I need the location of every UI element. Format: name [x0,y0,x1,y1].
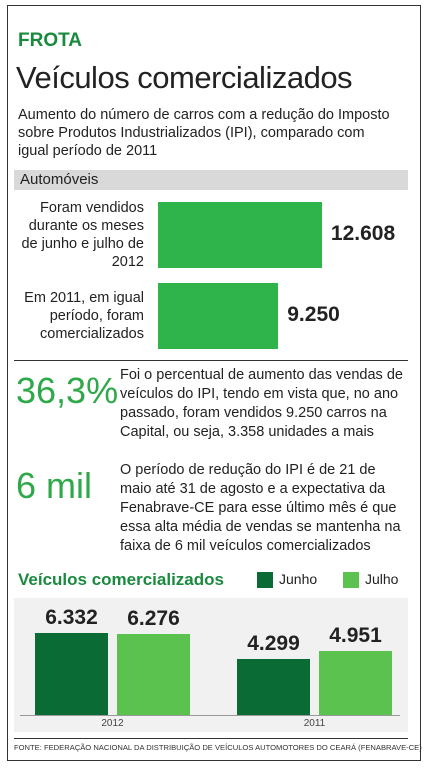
legend-label: Julho [365,571,399,587]
kicker: FROTA [18,30,83,51]
x-tick-label: 2012 [101,718,124,729]
subtitle: Aumento do número de carros com a reduçã… [18,107,390,159]
separator [14,738,408,739]
chart-title: Veículos comercializados [18,570,224,589]
title: Veículos comercializados [16,60,353,95]
stat-text: Foi o percentual de aumento das vendas d… [120,367,403,440]
value-label: 9.250 [287,303,340,326]
separator [14,360,408,361]
baseline [20,715,400,716]
bar-label: Foram vendidos durante os meses de junho… [21,200,144,270]
source: FONTE: FEDERAÇÃO NACIONAL DA DISTRIBUIÇÃ… [14,743,422,752]
bar [158,283,279,349]
bar [319,650,392,715]
legend-swatch [257,572,273,588]
x-tick-label: 2011 [303,718,326,729]
value-label: 4.951 [329,623,382,647]
legend-label: Junho [279,571,318,587]
bar-label: Em 2011, em igual período, foram comerci… [24,290,144,342]
bar [237,659,310,715]
bar [158,202,322,268]
legend-swatch [343,572,359,588]
stat-figure: 36,3% [16,370,119,411]
frame [7,5,421,761]
value-label: 12.608 [330,222,396,245]
value-label: 6.276 [127,606,180,630]
stat-text: O período de redução do IPI é de 21 de m… [120,462,401,554]
bar [35,633,108,715]
bar [117,633,190,715]
section-header: Automóveis [14,170,408,190]
stat-figure: 6 mil [16,465,93,506]
value-label: 6.332 [45,606,98,629]
value-label: 4.299 [247,632,300,656]
